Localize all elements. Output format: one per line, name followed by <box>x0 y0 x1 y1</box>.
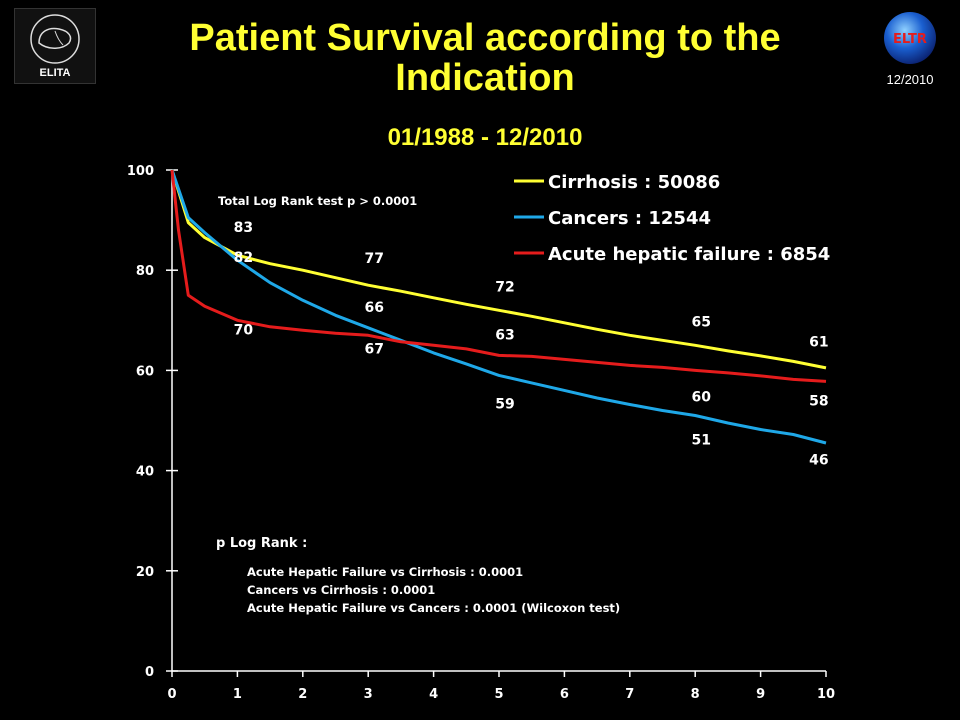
y-tick-label: 100 <box>127 164 154 179</box>
y-tick-label: 20 <box>136 565 154 580</box>
globe-icon: ELTR <box>884 12 936 64</box>
p-log-rank-line: Cancers vs Cirrhosis : 0.0001 <box>247 583 435 597</box>
p-log-rank-line: Acute Hepatic Failure vs Cancers : 0.000… <box>247 601 620 615</box>
data-label: 46 <box>809 453 828 469</box>
x-tick-label: 3 <box>364 687 373 702</box>
x-tick-label: 2 <box>298 687 307 702</box>
x-tick-label: 0 <box>167 687 176 702</box>
data-label: 63 <box>495 327 514 343</box>
page-title: Patient Survival according to the Indica… <box>189 17 781 99</box>
x-tick-label: 4 <box>429 687 438 702</box>
data-label: 67 <box>364 341 383 357</box>
data-label: 72 <box>495 279 514 295</box>
y-tick-label: 60 <box>136 364 154 379</box>
x-tick-label: 9 <box>756 687 765 702</box>
data-label: 77 <box>364 251 383 267</box>
data-label: 70 <box>234 322 254 338</box>
x-tick-label: 8 <box>691 687 700 702</box>
legend-label: Acute hepatic failure : 6854 <box>548 244 830 265</box>
page-subtitle: 01/1988 - 12/2010 <box>387 124 583 151</box>
eltr-logo-text: ELTR <box>893 32 927 47</box>
y-tick-label: 0 <box>145 665 154 680</box>
p-log-rank-line: Acute Hepatic Failure vs Cirrhosis : 0.0… <box>247 565 523 579</box>
elita-logo: ELITA <box>14 8 96 84</box>
data-label: 83 <box>234 220 253 236</box>
data-label: 61 <box>809 334 828 350</box>
point-labels: 83 77 72 65 61 82 66 59 51 46 70 67 63 60 58 <box>234 220 829 468</box>
x-tick-label: 5 <box>494 687 503 702</box>
x-tick-label: 1 <box>233 687 242 702</box>
series-line-acute <box>170 169 827 383</box>
liver-icon <box>30 14 80 64</box>
chart-annotations: Total Log Rank test p > 0.0001 p Log Rank… <box>216 194 620 615</box>
data-label: 51 <box>691 432 710 448</box>
date-label: 12/2010 <box>886 72 934 87</box>
legend-label: Cancers : 12544 <box>548 208 711 229</box>
series-line-cancers <box>170 169 827 445</box>
series-line-cirrhosis <box>170 169 827 370</box>
data-label: 59 <box>495 396 514 412</box>
log-rank-total-note: Total Log Rank test p > 0.0001 <box>218 194 417 208</box>
x-tick-label: 6 <box>560 687 569 702</box>
y-tick-label: 80 <box>136 264 154 279</box>
series-lines <box>170 169 827 445</box>
data-label: 58 <box>809 394 828 410</box>
elita-logo-text: ELITA <box>39 67 71 79</box>
x-tick-label: 7 <box>625 687 634 702</box>
data-label: 60 <box>691 389 711 405</box>
data-label: 82 <box>234 250 253 266</box>
data-label: 65 <box>691 314 710 330</box>
x-tick-label: 10 <box>817 687 835 702</box>
y-tick-label: 40 <box>136 465 154 480</box>
eltr-logo: ELTR 12/2010 <box>880 8 940 94</box>
legend-label: Cirrhosis : 50086 <box>548 172 720 193</box>
data-label: 66 <box>364 300 383 316</box>
chart-legend: Cirrhosis : 50086 Cancers : 12544 Acute he… <box>514 172 830 265</box>
p-log-rank-heading: p Log Rank : <box>216 536 307 551</box>
